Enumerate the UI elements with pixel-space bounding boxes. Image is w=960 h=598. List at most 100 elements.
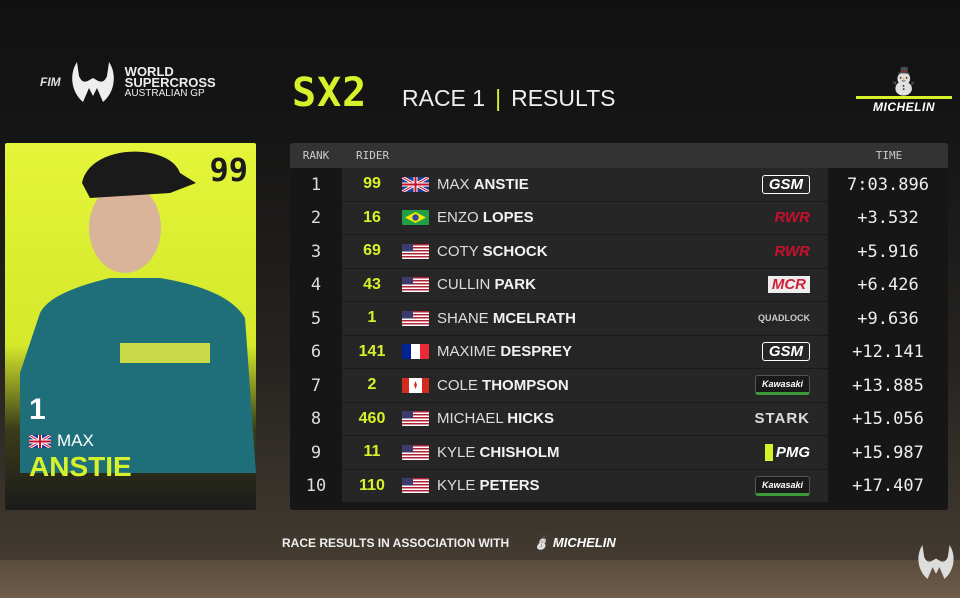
rank: 3: [310, 241, 322, 262]
class-label: SX2: [292, 70, 368, 116]
finish-position: 1: [29, 393, 46, 426]
rider-name: COLE THOMPSON: [437, 377, 569, 394]
table-row: 2 16 ENZO LOPES RWR +3.532: [290, 201, 948, 235]
rider-cell: 1 SHANE MCELRATH QUADLOCK: [342, 302, 828, 336]
flag-gb-icon: [29, 434, 51, 448]
table-row: 5 1 SHANE MCELRATH QUADLOCK +9.636: [290, 302, 948, 336]
first-name: KYLE: [437, 477, 476, 495]
first-name: MICHAEL: [437, 410, 504, 428]
table-row: 7 2 COLE THOMPSON Kawasaki +13.885: [290, 369, 948, 403]
first-name: KYLE: [437, 443, 476, 461]
brand-line: WORLD: [124, 63, 174, 79]
last-name: ANSTIE: [29, 451, 132, 482]
last-name: PETERS: [479, 477, 540, 495]
last-name: THOMPSON: [482, 376, 569, 394]
column-rank: RANK: [302, 149, 330, 162]
rider-photo: [20, 151, 256, 473]
rider-cell: 16 ENZO LOPES RWR: [342, 201, 828, 235]
last-name: SCHOCK: [482, 242, 548, 260]
last-name: LOPES: [482, 209, 534, 227]
rider-name: SHANE MCELRATH: [437, 310, 576, 327]
page-title: RACE 1 | RESULTS: [402, 85, 615, 112]
rider-name: MICHAEL HICKS: [437, 410, 554, 427]
rank: 8: [310, 409, 322, 430]
results-label: RESULTS: [511, 85, 616, 111]
team-logo: GSM: [761, 174, 810, 194]
event-name: AUSTRALIAN GP: [124, 87, 205, 99]
team-logo: GSM: [761, 342, 810, 362]
table-row: 1 99 MAX ANSTIE GSM 7:03.896: [290, 168, 948, 202]
last-name: DESPREY: [500, 343, 573, 361]
michelin-logo: ⛄ MICHELIN: [856, 66, 952, 114]
table-row: 3 69 COTY SCHOCK RWR +5.916: [290, 235, 948, 269]
sponsor-name: MICHELIN: [552, 535, 616, 550]
flag-gb-icon: [402, 176, 429, 192]
rank: 4: [310, 275, 322, 296]
flag-us-icon: [402, 478, 429, 494]
rank: 10: [305, 476, 327, 497]
first-name: ENZO: [437, 209, 479, 227]
last-name: MCELRATH: [492, 309, 576, 327]
bib-number: 2: [367, 376, 377, 394]
race-time: +15.987: [852, 442, 924, 463]
team-logo: Kawasaki: [754, 475, 810, 496]
race-time: +6.426: [857, 275, 919, 296]
team-logo: STARK: [754, 410, 810, 428]
michelin-man-icon: ⛄: [887, 66, 921, 96]
race-time: +15.056: [852, 409, 924, 430]
wsx-emblem-icon: [71, 62, 114, 102]
rider-cell: 2 COLE THOMPSON Kawasaki: [342, 369, 828, 403]
rider-cell: 110 KYLE PETERS Kawasaki: [342, 469, 828, 503]
wsx-logo: FIM WORLD SUPERCROSS AUSTRALIAN GP: [40, 58, 216, 106]
last-name: ANSTIE: [473, 175, 529, 193]
race-time: +12.141: [852, 342, 924, 363]
race-time: +17.407: [852, 476, 924, 497]
team-logo: PMG: [764, 443, 810, 461]
race-label: RACE 1: [402, 85, 486, 111]
bib-number: 69: [363, 242, 381, 260]
rank: 7: [310, 375, 322, 396]
rider-name: KYLE CHISHOLM: [437, 444, 560, 461]
rider-first-name-row: MAX: [29, 431, 94, 451]
rank: 5: [310, 308, 322, 329]
table-row: 10 110 KYLE PETERS Kawasaki +17.407: [290, 469, 948, 503]
rider-cell: 11 KYLE CHISHOLM PMG: [342, 436, 828, 470]
rider-name: MAXIME DESPREY: [437, 343, 572, 360]
table-header: RANK RIDER TIME: [290, 143, 948, 168]
column-time: TIME: [875, 149, 903, 162]
rider-name: MAX ANSTIE: [437, 176, 529, 193]
rider-cell: 460 MICHAEL HICKS STARK: [342, 402, 828, 436]
rider-name: KYLE PETERS: [437, 477, 540, 494]
flag-us-icon: [402, 277, 429, 293]
footer: RACE RESULTS IN ASSOCIATION WITH ⛄ MICHE…: [282, 535, 616, 551]
table-row: 4 43 CULLIN PARK MCR +6.426: [290, 268, 948, 302]
last-name: HICKS: [507, 410, 554, 428]
rider-cell: 43 CULLIN PARK MCR: [342, 268, 828, 302]
first-name: SHANE: [437, 309, 489, 327]
separator: |: [495, 85, 502, 111]
flag-us-icon: [402, 444, 429, 460]
table-row: 9 11 KYLE CHISHOLM PMG +15.987: [290, 436, 948, 470]
race-time: +5.916: [857, 241, 919, 262]
rider-name: ENZO LOPES: [437, 209, 534, 226]
flag-us-icon: [402, 243, 429, 259]
sponsor-name: MICHELIN: [856, 96, 952, 114]
race-time: +3.532: [857, 208, 919, 229]
wsx-watermark-icon: [918, 545, 954, 579]
table-row: 6 141 MAXIME DESPREY GSM +12.141: [290, 335, 948, 369]
race-time: 7:03.896: [847, 174, 929, 195]
first-name: MAX: [437, 175, 470, 193]
last-name: CHISHOLM: [479, 443, 560, 461]
rider-cell: 99 MAX ANSTIE GSM: [342, 168, 828, 202]
team-logo: MCR: [767, 276, 810, 294]
team-logo: RWR: [774, 242, 810, 260]
rider-name: COTY SCHOCK: [437, 243, 548, 260]
rank: 6: [310, 342, 322, 363]
last-name: PARK: [494, 276, 536, 294]
footer-michelin-logo: ⛄ MICHELIN: [533, 535, 616, 550]
race-time: +13.885: [852, 375, 924, 396]
winner-card: 99 1 MAX ANSTIE: [5, 143, 256, 510]
bib-number: 16: [363, 208, 381, 226]
bib-number: 141: [358, 342, 386, 360]
rank: 9: [310, 442, 322, 463]
